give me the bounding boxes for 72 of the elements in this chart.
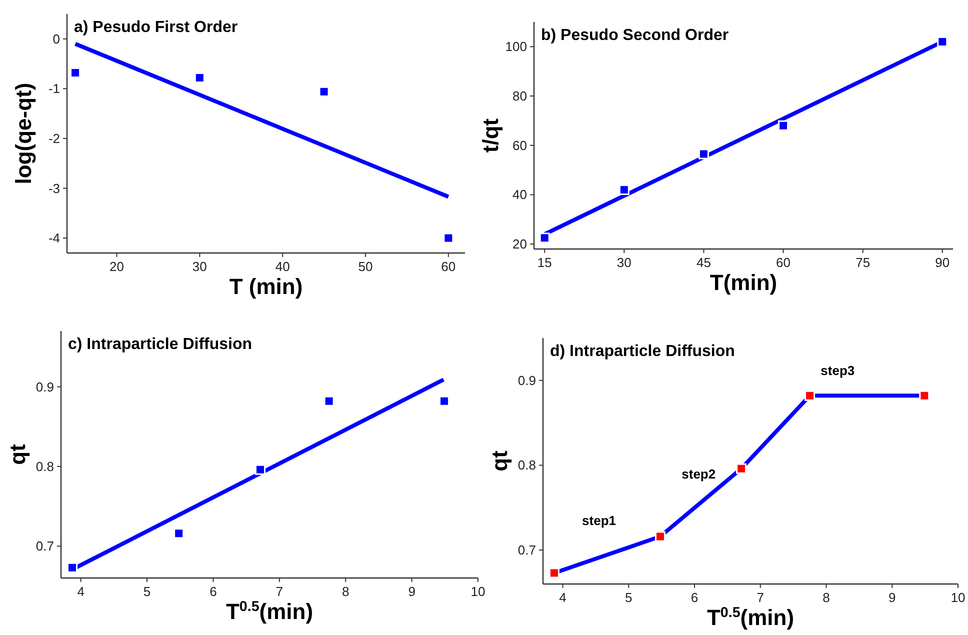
y-tick-label: -4 xyxy=(48,230,60,246)
x-tick-label: 40 xyxy=(275,259,290,274)
x-tick-label: 60 xyxy=(776,255,791,270)
annotation: step2 xyxy=(682,466,716,482)
point xyxy=(655,531,666,542)
y-axis-title: t/qt xyxy=(478,118,503,153)
point xyxy=(539,232,550,244)
point xyxy=(254,464,266,475)
y-tick-label: 0.7 xyxy=(518,542,536,558)
x-tick-label: 50 xyxy=(358,259,373,274)
x-tick-label: 5 xyxy=(625,590,632,605)
point xyxy=(698,148,709,160)
y-tick-label: -2 xyxy=(48,130,60,146)
y-tick-label: 0.7 xyxy=(36,538,54,554)
x-tick-label: 20 xyxy=(110,259,124,274)
y-tick-label: 0 xyxy=(52,31,60,46)
point xyxy=(318,86,330,97)
chart-title: a) Pesudo First Order xyxy=(74,19,238,36)
y-axis-title: qt xyxy=(5,443,30,465)
chart-title: d) Intraparticle Diffusion xyxy=(550,343,735,360)
chart-title: c) Intraparticle Diffusion xyxy=(68,336,252,353)
y-tick-label: 0.9 xyxy=(36,379,54,394)
y-axis-title: log(qe-qt) xyxy=(11,82,36,184)
x-tick-label: 4 xyxy=(77,584,84,599)
y-tick-label: 0.8 xyxy=(36,458,54,474)
x-tick-label: 8 xyxy=(822,590,830,605)
x-axis-title: T(min) xyxy=(710,270,778,295)
point xyxy=(618,184,630,196)
y-tick-label: -3 xyxy=(48,180,60,196)
x-axis-title: T$^{0.5}$(min) xyxy=(226,599,314,624)
x-tick-label: 30 xyxy=(192,259,207,274)
x-tick-label: 45 xyxy=(696,255,711,270)
point xyxy=(194,72,205,83)
point xyxy=(324,396,334,406)
y-tick-label: 0.8 xyxy=(518,458,536,473)
x-tick-label: 6 xyxy=(210,584,217,599)
x-tick-label: 7 xyxy=(756,590,764,605)
x-tick-label: 6 xyxy=(690,590,698,605)
y-axis-title: qt xyxy=(487,450,512,472)
x-tick-label: 5 xyxy=(143,584,151,599)
x-tick-label: 10 xyxy=(470,584,486,599)
x-axis-title: T (min) xyxy=(229,274,303,299)
point xyxy=(67,562,78,573)
annotation: step1 xyxy=(582,513,616,528)
x-tick-label: 90 xyxy=(935,255,950,270)
chart-title: b) Pesudo Second Order xyxy=(541,27,729,44)
x-tick-label: 60 xyxy=(441,259,456,274)
x-tick-label: 9 xyxy=(408,584,416,599)
x-tick-label: 30 xyxy=(616,255,632,270)
y-tick-label: 100 xyxy=(505,39,527,54)
point xyxy=(174,528,184,539)
x-tick-label: 9 xyxy=(888,590,896,605)
y-tick-label: -1 xyxy=(48,81,60,96)
x-axis-title: T$^{0.5}$(min) xyxy=(706,605,794,630)
x-tick-label: 8 xyxy=(342,584,350,599)
y-tick-label: 40 xyxy=(512,187,527,202)
point xyxy=(548,568,560,578)
point xyxy=(443,232,454,244)
x-tick-label: 10 xyxy=(950,590,966,605)
point xyxy=(736,463,747,474)
point xyxy=(919,390,930,401)
y-tick-label: 80 xyxy=(512,88,527,104)
annotation: step3 xyxy=(820,362,855,378)
y-tick-label: 0.9 xyxy=(518,372,536,388)
x-tick-label: 15 xyxy=(537,255,552,270)
y-tick-label: 60 xyxy=(512,138,527,153)
x-tick-label: 7 xyxy=(276,584,284,599)
y-tick-label: 20 xyxy=(512,236,527,252)
x-tick-label: 4 xyxy=(559,590,566,605)
point xyxy=(804,390,816,401)
x-tick-label: 75 xyxy=(856,255,870,270)
point xyxy=(778,120,789,131)
